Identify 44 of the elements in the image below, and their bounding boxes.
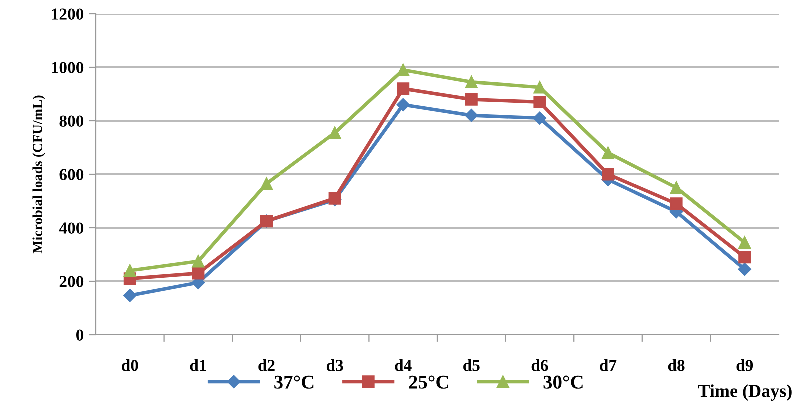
point bbox=[124, 289, 137, 302]
x-tick-label: d9 bbox=[736, 360, 754, 372]
y-tick-label: 1000 bbox=[52, 62, 84, 74]
x-axis-title: Time (Days) bbox=[698, 384, 792, 401]
point bbox=[465, 76, 478, 88]
point bbox=[397, 64, 410, 76]
x-tick-label: d1 bbox=[190, 360, 206, 372]
y-tick-label: 400 bbox=[59, 222, 84, 234]
point bbox=[602, 168, 614, 181]
point bbox=[192, 267, 205, 280]
y-tick-label: 200 bbox=[60, 276, 84, 288]
x-tick-label: d8 bbox=[668, 360, 685, 372]
x-tick-label: d0 bbox=[122, 360, 138, 372]
x-tick-label: d4 bbox=[395, 360, 412, 372]
point bbox=[397, 82, 410, 96]
point bbox=[260, 178, 273, 190]
point bbox=[328, 126, 342, 140]
point bbox=[738, 262, 752, 276]
point bbox=[124, 264, 136, 278]
legend-label: 25°C bbox=[409, 376, 448, 389]
x-tick-label: d6 bbox=[532, 360, 548, 372]
point bbox=[738, 236, 752, 249]
y-tick-label: 600 bbox=[60, 169, 84, 180]
y-tick-label: 800 bbox=[60, 116, 84, 127]
point bbox=[738, 251, 752, 264]
point bbox=[670, 182, 683, 194]
point bbox=[534, 96, 546, 109]
y-axis-title: Microbial loads (CFU/mL) bbox=[32, 96, 46, 254]
point bbox=[533, 112, 547, 125]
point bbox=[602, 146, 614, 160]
legend-label: 30°C bbox=[544, 376, 583, 389]
y-tick-label: 0 bbox=[76, 330, 84, 341]
x-tick-label: d3 bbox=[326, 360, 344, 372]
legend-label: 37°C bbox=[274, 376, 314, 389]
y-tick-label: 1200 bbox=[52, 8, 84, 20]
x-tick-label: d7 bbox=[600, 360, 617, 372]
point bbox=[670, 198, 683, 210]
point bbox=[534, 81, 546, 94]
x-tick-label: d5 bbox=[464, 360, 480, 372]
point bbox=[396, 98, 410, 112]
x-tick-label: d2 bbox=[258, 360, 275, 372]
point bbox=[192, 255, 205, 268]
point bbox=[465, 109, 478, 122]
point bbox=[465, 93, 478, 106]
